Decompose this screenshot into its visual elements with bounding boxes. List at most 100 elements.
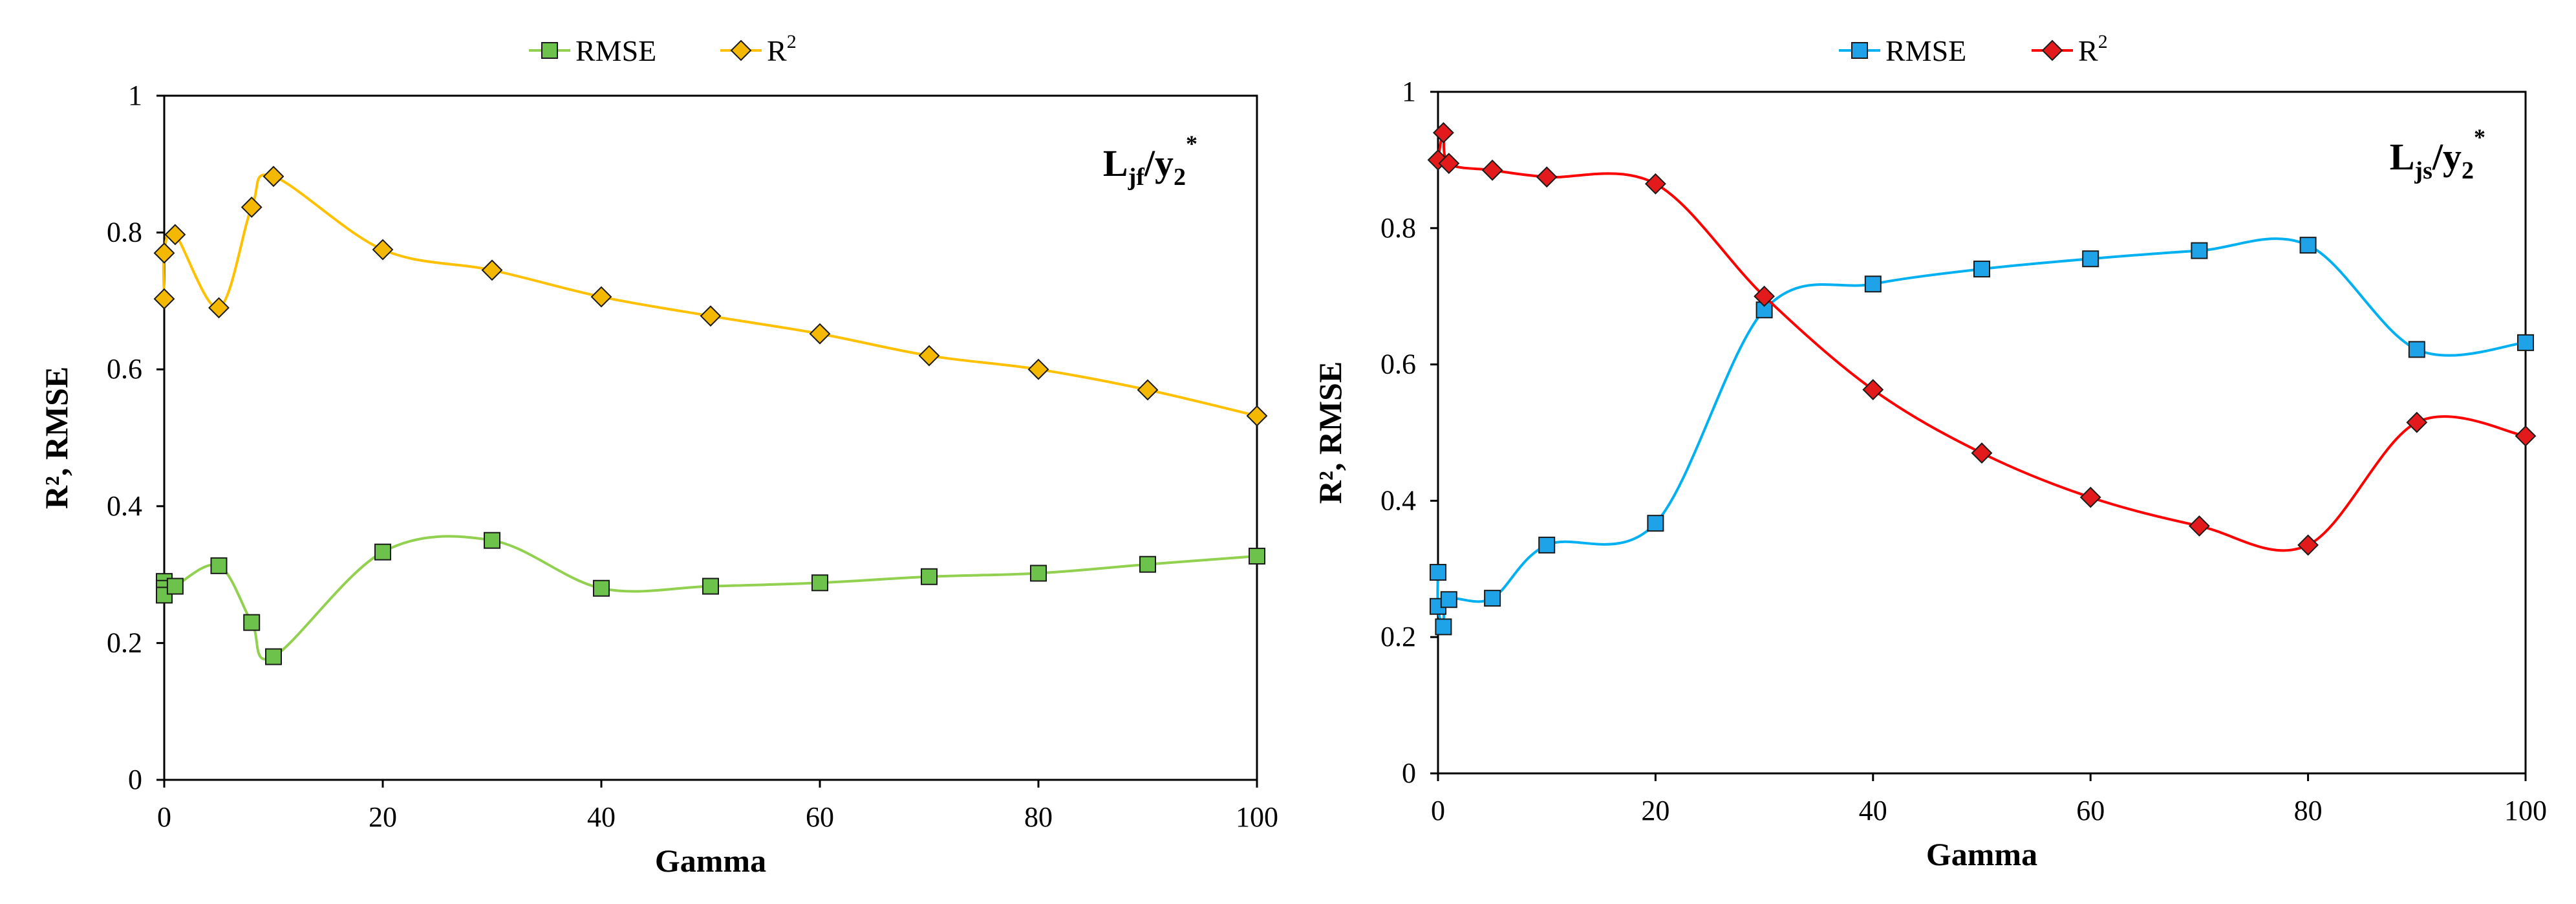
data-point-rmse (210, 557, 228, 574)
y-tick-label: 0.2 (107, 627, 142, 658)
data-point-r2 (1438, 153, 1460, 175)
data-point-rmse (374, 543, 391, 561)
data-point-rmse (1435, 618, 1452, 636)
legend-label-r2: R2 (2078, 31, 2108, 67)
data-point-rmse (921, 568, 938, 585)
chart-left: 0 0.2 0.4 0.6 0.8 1 0 20 40 60 80 100 Gamma R², RMSE R… (38, 31, 1278, 879)
data-point-rmse (166, 577, 184, 595)
data-point-rmse (243, 614, 261, 631)
data-point-r2 (918, 345, 940, 367)
x-tick-label: 40 (1859, 795, 1887, 826)
data-point-rmse (1030, 565, 1047, 582)
x-tick-label: 40 (587, 801, 616, 833)
data-point-rmse (484, 532, 500, 549)
data-point-rmse (1973, 261, 1990, 278)
y-tick-label: 1 (128, 80, 142, 111)
x-tick-label: 60 (806, 801, 834, 833)
plot-area (163, 94, 1258, 781)
data-point-rmse (1538, 536, 1556, 554)
data-point-r2 (153, 288, 175, 310)
legend-marker-r2 (2041, 39, 2063, 61)
series-line-rmse (162, 535, 1258, 661)
x-tick-label: 80 (2294, 795, 2323, 826)
y-axis-title: R², RMSE (1312, 361, 1348, 504)
data-point-r2 (2079, 486, 2101, 508)
legend-label-rmse: RMSE (1885, 34, 1966, 67)
data-point-r2 (700, 305, 722, 327)
data-point-r2 (1644, 173, 1666, 195)
x-tick-label: 20 (369, 801, 397, 833)
y-tick-label: 0.6 (1380, 349, 1416, 380)
y-tick-label: 1 (1402, 76, 1416, 107)
y-tick-label: 0.2 (1380, 621, 1416, 652)
data-point-rmse (2191, 242, 2208, 259)
y-tick-label: 0.6 (107, 353, 142, 385)
data-point-r2 (1536, 166, 1558, 188)
legend-label-r2: R2 (767, 31, 797, 67)
x-tick-label: 60 (2076, 795, 2105, 826)
x-tick-label: 80 (1024, 801, 1053, 833)
data-point-rmse (1430, 564, 1446, 581)
y-tick-label: 0.8 (1380, 212, 1416, 244)
data-point-r2 (1432, 122, 1454, 144)
legend-marker-rmse (1851, 42, 1868, 59)
data-point-rmse (2299, 237, 2317, 254)
y-tick-label: 0 (1402, 757, 1416, 789)
plot-area (1437, 91, 2527, 775)
data-point-r2 (263, 166, 284, 188)
data-point-rmse (1440, 591, 1457, 608)
data-point-r2 (1246, 405, 1268, 427)
data-point-rmse (2082, 250, 2099, 268)
data-point-r2 (809, 323, 831, 345)
series-line-r2 (162, 173, 1258, 418)
y-tick-label: 0 (128, 764, 142, 795)
series-line-rmse (1436, 237, 2526, 629)
data-point-r2 (481, 259, 503, 281)
data-point-r2 (2515, 425, 2537, 447)
data-point-r2 (1027, 358, 1049, 380)
data-point-rmse (265, 648, 282, 665)
data-point-rmse (1647, 515, 1664, 532)
legend: RMSE R2 (529, 31, 797, 67)
data-point-r2 (1481, 159, 1503, 181)
y-tick-label: 0.4 (107, 490, 142, 522)
data-point-rmse (1139, 555, 1156, 573)
data-point-rmse (2517, 334, 2534, 351)
data-point-r2 (372, 239, 394, 261)
data-point-r2 (164, 224, 186, 246)
series-rmse (1430, 237, 2534, 636)
data-point-r2 (241, 197, 263, 218)
series-r2 (153, 166, 1268, 427)
x-tick-label: 100 (1236, 801, 1278, 833)
data-point-r2 (2406, 411, 2428, 433)
series-line-r2 (1437, 131, 2526, 552)
data-point-r2 (1754, 285, 1776, 307)
data-point-rmse (593, 579, 610, 597)
y-axis-title: R², RMSE (38, 367, 74, 510)
chart-right: 0 0.2 0.4 0.6 0.8 1 0 20 40 60 80 100 Gamma R², RMSE R… (1312, 31, 2547, 872)
legend-marker-r2 (730, 39, 752, 61)
data-point-r2 (1137, 379, 1159, 401)
data-point-rmse (1249, 548, 1265, 565)
legend-label-rmse: RMSE (575, 34, 656, 67)
data-point-rmse (811, 574, 828, 592)
data-point-rmse (1864, 275, 1882, 293)
x-tick-label: 0 (1431, 795, 1445, 826)
annotation-label: Ljf/y2* (1103, 131, 1197, 191)
x-tick-label: 0 (157, 801, 171, 833)
annotation-label: Ljs/y2* (2390, 124, 2485, 184)
x-axis-title: Gamma (655, 843, 766, 879)
data-point-r2 (2297, 534, 2319, 556)
data-point-r2 (153, 242, 175, 264)
data-point-rmse (1484, 590, 1501, 607)
legend-marker-rmse (541, 42, 558, 59)
data-point-r2 (2188, 515, 2210, 537)
data-point-rmse (2408, 341, 2425, 358)
y-tick-label: 0.8 (107, 217, 142, 248)
data-point-r2 (590, 286, 612, 308)
y-tick-label: 0.4 (1380, 484, 1416, 516)
series-rmse (156, 532, 1265, 665)
series-r2 (1427, 122, 2537, 556)
x-tick-label: 100 (2504, 795, 2547, 826)
data-point-r2 (1862, 379, 1884, 401)
